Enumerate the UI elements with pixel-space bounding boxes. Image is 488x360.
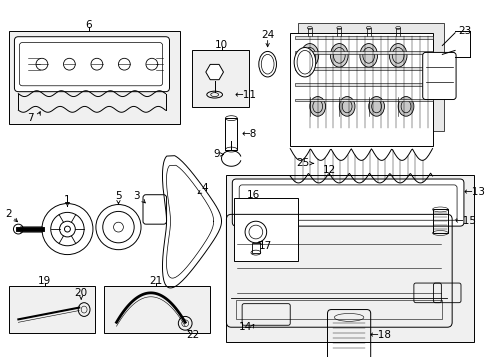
Bar	[295, 51, 432, 54]
Text: 16: 16	[247, 190, 260, 200]
FancyBboxPatch shape	[422, 53, 455, 99]
Text: 22: 22	[186, 330, 199, 340]
Text: 23: 23	[457, 26, 470, 36]
Bar	[103, 286, 209, 333]
FancyBboxPatch shape	[232, 179, 463, 226]
FancyBboxPatch shape	[15, 37, 169, 92]
Bar	[226, 175, 473, 342]
Text: 14: 14	[238, 322, 251, 332]
Text: ←18: ←18	[369, 330, 391, 340]
Bar	[234, 198, 298, 261]
Text: 7: 7	[27, 113, 33, 123]
Bar	[295, 99, 432, 102]
Text: 20: 20	[75, 288, 87, 298]
Bar	[192, 50, 248, 107]
Bar	[8, 31, 180, 124]
Ellipse shape	[339, 96, 354, 116]
Text: 24: 24	[261, 30, 274, 40]
Bar	[295, 83, 432, 86]
Ellipse shape	[301, 44, 318, 67]
Bar	[236, 300, 442, 319]
Text: 1: 1	[64, 195, 71, 204]
Bar	[432, 210, 447, 233]
Bar	[251, 243, 259, 253]
Text: 5: 5	[115, 191, 122, 201]
Bar	[307, 28, 311, 38]
Bar	[8, 286, 95, 333]
Ellipse shape	[330, 44, 347, 67]
Text: 10: 10	[215, 40, 227, 50]
Bar	[295, 36, 432, 39]
Ellipse shape	[368, 96, 384, 116]
Text: 12: 12	[322, 165, 335, 175]
Text: ←13: ←13	[463, 187, 485, 197]
Bar	[366, 28, 370, 38]
Ellipse shape	[309, 96, 325, 116]
Bar	[295, 67, 432, 70]
Text: ←8: ←8	[241, 129, 256, 139]
Text: 6: 6	[85, 20, 92, 30]
Ellipse shape	[388, 44, 406, 67]
Text: 2: 2	[5, 210, 12, 219]
Text: 19: 19	[38, 276, 51, 286]
Text: ←11: ←11	[234, 90, 256, 100]
Bar	[289, 33, 432, 146]
Text: ←15: ←15	[453, 216, 475, 226]
Text: 3: 3	[133, 191, 139, 201]
Text: 9: 9	[213, 149, 220, 159]
Bar	[337, 28, 341, 38]
Bar	[395, 28, 399, 38]
Bar	[298, 23, 444, 131]
Text: 21: 21	[149, 276, 162, 286]
Text: 17: 17	[259, 241, 272, 251]
Ellipse shape	[397, 96, 413, 116]
Bar	[225, 118, 237, 149]
Text: 25: 25	[296, 158, 309, 168]
Text: 4: 4	[201, 183, 208, 193]
Ellipse shape	[359, 44, 377, 67]
Ellipse shape	[294, 48, 315, 77]
